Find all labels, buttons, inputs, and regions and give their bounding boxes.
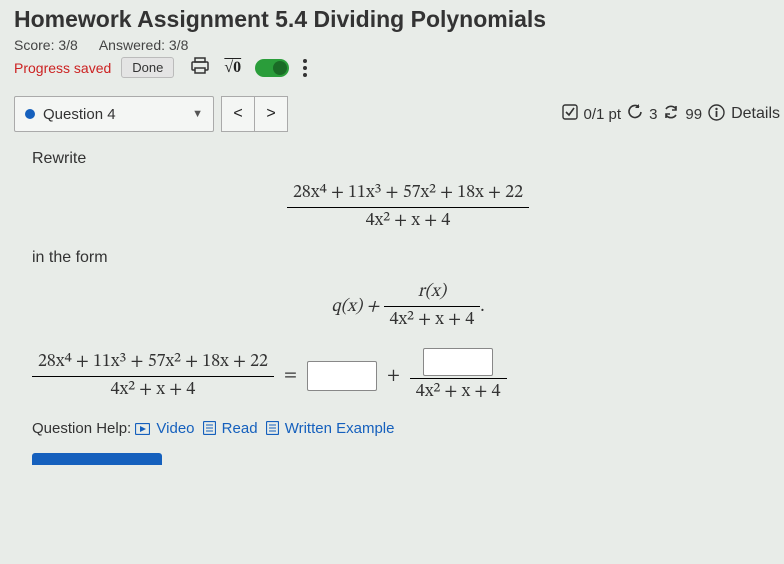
question-body: Rewrite 28x⁴ + 11x³ + 57x² + 18x + 22 4x…	[14, 150, 784, 465]
plus-sign: +	[387, 365, 400, 388]
form-r-num: r(x)	[384, 281, 481, 307]
progress-row: Progress saved Done √0	[14, 57, 784, 78]
status-dot-icon	[25, 109, 35, 119]
answered-value: 3/8	[169, 37, 188, 53]
attempts-text: 99	[685, 106, 702, 123]
main-denominator: 4x² + x + 4	[287, 208, 529, 233]
next-question-button[interactable]: >	[254, 96, 288, 132]
help-row: Question Help: Video Read Written Exampl…	[32, 420, 784, 439]
text-in-the-form: in the form	[32, 249, 784, 267]
answered-label: Answered:	[99, 37, 165, 53]
eq-lhs-den: 4x² + x + 4	[32, 377, 274, 402]
retry-icon	[627, 104, 643, 124]
eq-lhs-num: 28x⁴ + 11x³ + 57x² + 18x + 22	[32, 351, 274, 377]
math-display-toggle[interactable]	[255, 59, 289, 77]
expression-form: q(x) + r(x) 4x² + x + 4 .	[32, 281, 784, 332]
more-menu-icon[interactable]	[303, 59, 307, 77]
assignment-title: Homework Assignment 5.4 Dividing Polynom…	[14, 6, 784, 33]
score-line: Score: 3/8 Answered: 3/8	[14, 37, 784, 53]
info-icon	[708, 104, 725, 125]
question-nav-row: Question 4 ▼ < > 0/1 pt 3 99 Details	[14, 96, 784, 132]
math-toggle-label: √0	[224, 59, 241, 77]
prev-question-button[interactable]: <	[221, 96, 255, 132]
help-video-link[interactable]: Video	[156, 420, 194, 437]
eq-rhs-den: 4x² + x + 4	[410, 379, 507, 404]
help-read-link[interactable]: Read	[222, 420, 258, 437]
help-label: Question Help:	[32, 420, 131, 437]
answer-equation: 28x⁴ + 11x³ + 57x² + 18x + 22 4x² + x + …	[32, 348, 784, 404]
help-written-link[interactable]: Written Example	[285, 420, 395, 437]
form-r-den: 4x² + x + 4	[384, 307, 481, 332]
chevron-down-icon: ▼	[192, 108, 203, 120]
example-icon	[266, 421, 279, 439]
submit-button[interactable]	[32, 453, 162, 465]
answer-input-r[interactable]	[423, 348, 493, 376]
retries-text: 3	[649, 106, 657, 123]
video-icon	[135, 422, 150, 439]
main-numerator: 28x⁴ + 11x³ + 57x² + 18x + 22	[287, 182, 529, 208]
read-icon	[203, 421, 216, 439]
progress-saved-text: Progress saved	[14, 60, 111, 76]
form-period: .	[480, 298, 484, 316]
check-icon	[562, 104, 578, 124]
question-label: Question 4	[43, 106, 116, 123]
answer-input-q[interactable]	[307, 361, 377, 391]
points-text: 0/1 pt	[584, 106, 622, 123]
text-rewrite: Rewrite	[32, 150, 784, 168]
equals-sign: =	[284, 365, 297, 388]
print-icon[interactable]	[190, 57, 210, 78]
done-button[interactable]: Done	[121, 57, 174, 78]
form-q: q(x) +	[331, 298, 379, 316]
refresh-icon	[663, 104, 679, 124]
score-label: Score:	[14, 37, 54, 53]
details-link[interactable]: Details	[731, 105, 780, 123]
score-value: 3/8	[58, 37, 77, 53]
expression-main: 28x⁴ + 11x³ + 57x² + 18x + 22 4x² + x + …	[32, 182, 784, 233]
question-selector[interactable]: Question 4 ▼	[14, 96, 214, 132]
